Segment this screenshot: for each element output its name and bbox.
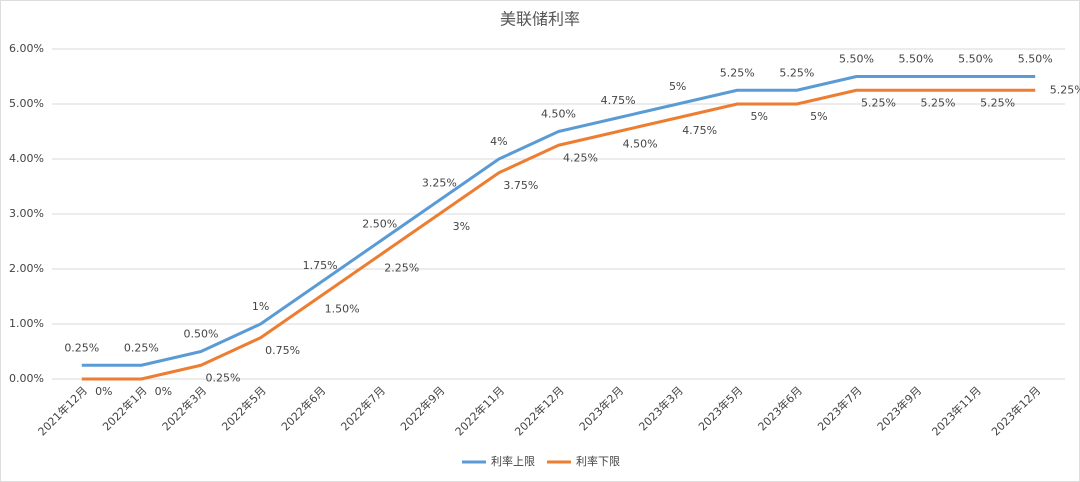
- y-tick-label: 5.00%: [9, 97, 44, 110]
- data-label: 3%: [453, 220, 470, 233]
- data-label: 0.25%: [124, 341, 159, 354]
- data-label: 5.25%: [779, 66, 814, 79]
- data-label: 2.25%: [384, 261, 419, 274]
- y-tick-label: 4.00%: [9, 152, 44, 165]
- data-label: 4.75%: [601, 94, 636, 107]
- legend-label: 利率上限: [491, 454, 535, 468]
- data-label: 4%: [490, 135, 507, 148]
- data-label: 5.25%: [980, 96, 1015, 109]
- data-label: 4.25%: [563, 151, 598, 164]
- data-label: 1%: [252, 300, 269, 313]
- data-label: 0.50%: [183, 328, 218, 341]
- data-label: 5%: [669, 80, 686, 93]
- y-tick-label: 1.00%: [9, 317, 44, 330]
- data-label: 4.75%: [682, 124, 717, 137]
- y-tick-label: 6.00%: [9, 42, 44, 55]
- data-label: 3.25%: [422, 176, 457, 189]
- data-label: 5.25%: [861, 96, 896, 109]
- data-label: 2.50%: [362, 218, 397, 231]
- data-label: 3.75%: [503, 179, 538, 192]
- data-label: 0.25%: [64, 341, 99, 354]
- data-label: 5%: [810, 110, 827, 123]
- data-label: 0%: [155, 385, 172, 398]
- data-label: 5.50%: [899, 53, 934, 66]
- data-label: 5.25%: [921, 96, 956, 109]
- legend-label: 利率下限: [576, 454, 620, 468]
- data-label: 1.75%: [303, 259, 338, 272]
- data-label: 4.50%: [541, 108, 576, 121]
- line: [81, 88, 1036, 381]
- data-label: 5.50%: [1018, 53, 1053, 66]
- data-label: 4.50%: [623, 138, 658, 151]
- data-label: 1.50%: [325, 303, 360, 316]
- chart-title: 美联储利率: [500, 10, 580, 29]
- data-label: 5.25%: [720, 66, 755, 79]
- y-tick-label: 2.00%: [9, 262, 44, 275]
- line: [81, 75, 1036, 367]
- data-label: 5%: [751, 110, 768, 123]
- data-label: 5.50%: [958, 53, 993, 66]
- data-label: 5.50%: [839, 53, 874, 66]
- data-label: 0.25%: [205, 371, 240, 384]
- y-tick-label: 0.00%: [9, 372, 44, 385]
- data-label: 0%: [95, 385, 112, 398]
- data-label: 5.25%: [1050, 83, 1080, 96]
- y-tick-label: 3.00%: [9, 207, 44, 220]
- data-label: 0.75%: [265, 344, 300, 357]
